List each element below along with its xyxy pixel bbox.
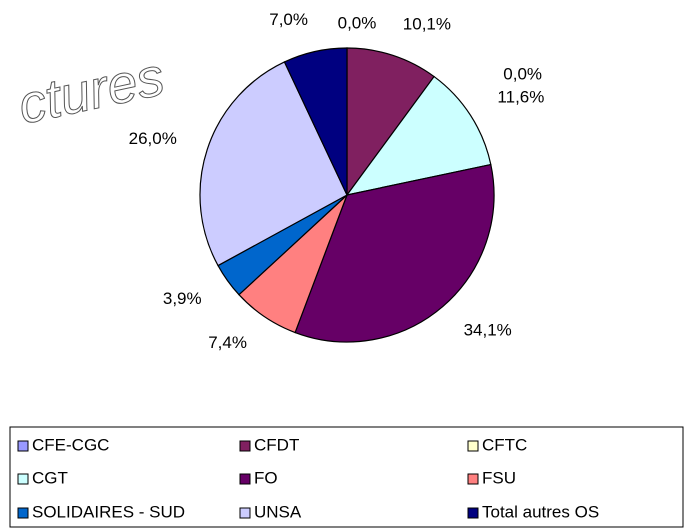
pie-slice (199, 61, 348, 267)
legend-swatch (467, 440, 479, 452)
pie-slice (294, 163, 495, 343)
legend-label: FO (254, 468, 278, 487)
legend-label: FSU (482, 468, 516, 487)
legend-swatch (17, 473, 29, 485)
pie-slice (346, 47, 435, 197)
legend-swatch (17, 507, 29, 519)
data-label: 3,9% (163, 289, 202, 308)
legend-label: CFE-CGC (32, 435, 109, 454)
data-label: 0,0% (338, 13, 377, 32)
data-label: 0,0% (503, 65, 542, 84)
legend-swatch (17, 440, 29, 452)
legend-swatch (467, 473, 479, 485)
watermark: ctures (13, 46, 169, 135)
legend-label: UNSA (254, 502, 302, 521)
data-label: 26,0% (129, 129, 177, 148)
legend-label: SOLIDAIRES - SUD (32, 502, 185, 521)
data-label: 11,6% (497, 87, 544, 106)
legend-label: CGT (32, 468, 68, 487)
data-label: 10,1% (403, 14, 451, 33)
legend-label: Total autres OS (482, 502, 599, 521)
pie-slice (283, 47, 348, 196)
legend-label: CFTC (482, 435, 527, 454)
data-label: 34,1% (464, 320, 512, 339)
legend-swatch (467, 507, 479, 519)
legend-swatch (239, 440, 251, 452)
data-label: 7,4% (208, 333, 247, 352)
legend-label: CFDT (254, 435, 299, 454)
legend-swatch (239, 507, 251, 519)
pie-slice (345, 75, 492, 196)
data-label: 7,0% (269, 10, 308, 29)
legend-swatch (239, 473, 251, 485)
legend-box (9, 426, 684, 528)
